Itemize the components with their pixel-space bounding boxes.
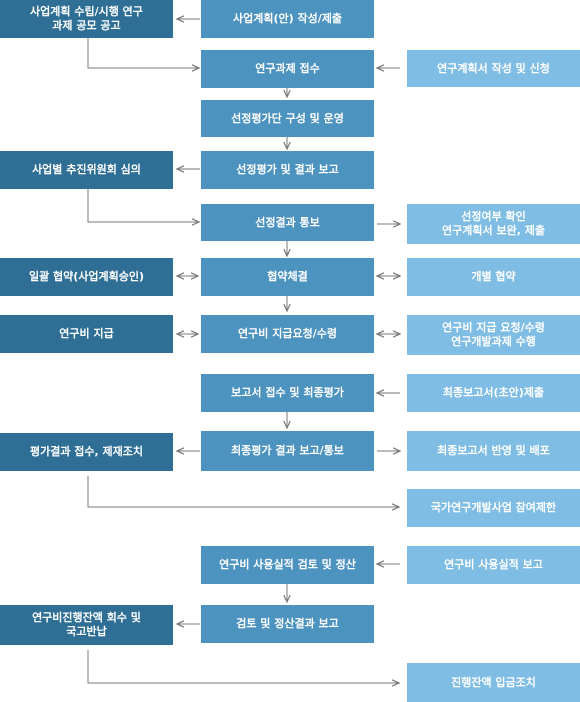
fund-payment-box: 연구비 지급 (0, 315, 173, 353)
distribution-box: 최종보고서 반영 및 배포 (407, 431, 580, 471)
result-notice-box: 선정결과 통보 (201, 204, 374, 241)
notice-box: 사업계획 수립/시행 연구 과제 공모 공고 (0, 0, 173, 38)
elbow-arrow (87, 189, 199, 222)
usage-report-box: 연구비 사용실적 보고 (407, 546, 580, 584)
elbow-arrow (87, 38, 199, 68)
final-eval-box: 보고서 접수 및 최종평가 (201, 374, 374, 412)
individual-agreement-box: 개별 협약 (407, 258, 580, 296)
elbow-arrow (87, 476, 399, 507)
final-submit-box: 최종보고서(초안)제출 (407, 374, 580, 412)
restriction-box: 국가연구개발사업 참여제한 (407, 489, 580, 527)
eval-followup-box: 평가결과 접수, 제재조치 (0, 433, 173, 471)
panel-box: 선정평가단 구성 및 운영 (201, 100, 374, 137)
committee-box: 사업별 추진위원회 심의 (0, 151, 173, 189)
revision-box: 선정여부 확인 연구계획서 보완, 제출 (407, 204, 580, 244)
bulk-agreement-box: 일괄 협약(사업계획승인) (0, 258, 173, 296)
proposal-box: 연구계획서 작성 및 신청 (407, 50, 580, 87)
plan-submit-box: 사업계획(안) 작성/제출 (201, 0, 374, 38)
settlement-review-box: 연구비 사용실적 검토 및 정산 (201, 546, 374, 584)
final-report-box: 최종평가 결과 보고/통보 (201, 431, 374, 471)
fund-request-box: 연구비 지급요청/수령 (201, 315, 374, 353)
contract-box: 협약체결 (201, 258, 374, 296)
selection-report-box: 선정평가 및 결과 보고 (201, 151, 374, 189)
fund-execute-box: 연구비 지급 요청/수령 연구개발과제 수행 (407, 315, 580, 355)
receive-box: 연구과제 접수 (201, 50, 374, 88)
elbow-arrow (87, 650, 399, 683)
recovery-box: 연구비진행잔액 회수 및 국고반납 (0, 605, 173, 645)
refund-box: 진행잔액 입금조치 (407, 663, 580, 702)
settlement-report-box: 검토 및 정산결과 보고 (201, 605, 374, 643)
